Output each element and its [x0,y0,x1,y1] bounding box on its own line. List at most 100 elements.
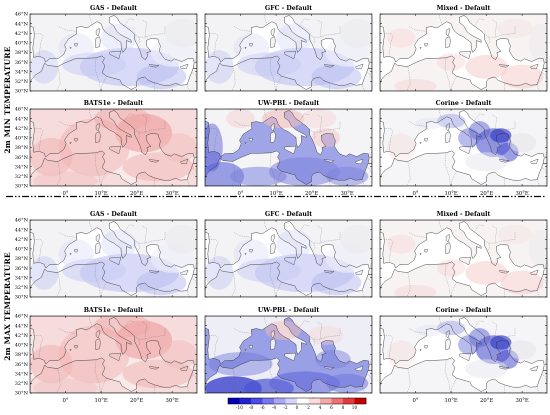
country-border [488,34,509,38]
coastline [109,352,122,362]
axis-ticks [205,108,372,187]
coastline [73,138,78,142]
country-border [406,161,411,186]
anomaly-patch [311,128,340,148]
coastline [445,330,450,339]
land-island [445,36,451,48]
coastline [445,36,451,48]
country-border [361,290,365,297]
land-europe [205,316,372,371]
lat-label: 42°N [15,333,29,339]
country-border [444,57,451,91]
colorbar-swatch [343,398,355,404]
country-border [384,335,394,358]
country-border [333,26,341,35]
country-border [191,72,197,80]
coastline [270,234,275,243]
lat-label: 34°N [15,276,29,282]
coastline [109,256,122,266]
anomaly-patch [529,229,547,269]
country-border [113,14,118,17]
country-border [406,66,411,91]
colorbar-tick-label: -8 [249,406,253,411]
coastline [205,357,372,393]
country-border [361,84,365,91]
land-europe [380,316,547,371]
anomaly-patch [500,270,544,295]
country-border [158,328,166,337]
country-border [463,109,468,112]
anomaly-patch [387,133,416,162]
country-border [88,14,93,25]
anomaly-patch [33,171,98,186]
axis-ticks [30,219,197,298]
country-border [288,109,293,112]
coastline [445,242,451,254]
land-island [355,366,364,371]
anomaly-patch [94,316,151,338]
coastline [148,270,160,274]
coastline [69,46,72,50]
country-border [234,121,252,127]
land-island [96,28,100,37]
row-label: 2m MAX TEMPERATURE [3,252,12,361]
country-border [444,359,451,393]
land-europe [30,14,197,69]
land-island [445,242,451,254]
coastline [205,55,372,91]
land-island [74,43,78,47]
country-border [231,161,236,186]
anomaly-patch [226,109,255,129]
country-border [333,328,341,337]
country-border [100,76,107,91]
coastline [419,141,422,145]
coastline [354,63,364,70]
country-border [309,129,316,140]
anomaly-patch [387,28,416,48]
lon-label: 0° [412,191,418,197]
country-border [438,14,443,25]
land-island [424,138,428,142]
coastline [529,365,539,372]
country-border [113,109,118,112]
land-island [249,249,253,253]
anomaly-patch [500,64,544,89]
country-border [158,121,166,130]
country-border [541,278,547,286]
country-border [34,335,44,358]
country-border [231,272,236,297]
country-border [536,84,540,91]
axis-ticks [30,13,197,92]
country-border [309,34,316,45]
country-border [134,129,141,140]
coastline [354,365,364,372]
country-border [313,34,334,38]
land-europe [380,109,547,164]
land-europe [205,220,372,275]
map-panel: Mixed - Default [379,5,548,92]
country-border [288,220,293,223]
land-island [270,242,276,254]
panel-title: GFC - Default [265,211,312,218]
country-border [234,328,252,334]
country-border [275,171,282,186]
anomaly-patch [507,133,537,153]
anomaly-patch [276,23,312,53]
coastline [380,316,547,371]
colorbar-swatch [331,398,344,404]
country-border [186,179,190,186]
lat-label: 30°N [15,295,29,301]
colorbar-tick-label: 4 [319,406,322,411]
country-border [463,220,468,223]
lat-label: 30°N [15,89,29,95]
axis-ticks [205,219,372,298]
anomaly-patch [30,50,59,84]
country-border [438,109,443,120]
country-border [34,239,44,262]
colorbar-swatch [251,398,263,404]
country-border [508,232,516,241]
colorbar: -10 -8 -6 -4 -2 0 2 4 6 8 10 [227,397,367,411]
lon-label: 10°E [269,191,282,197]
coastline [270,242,276,254]
land-island [355,64,364,69]
